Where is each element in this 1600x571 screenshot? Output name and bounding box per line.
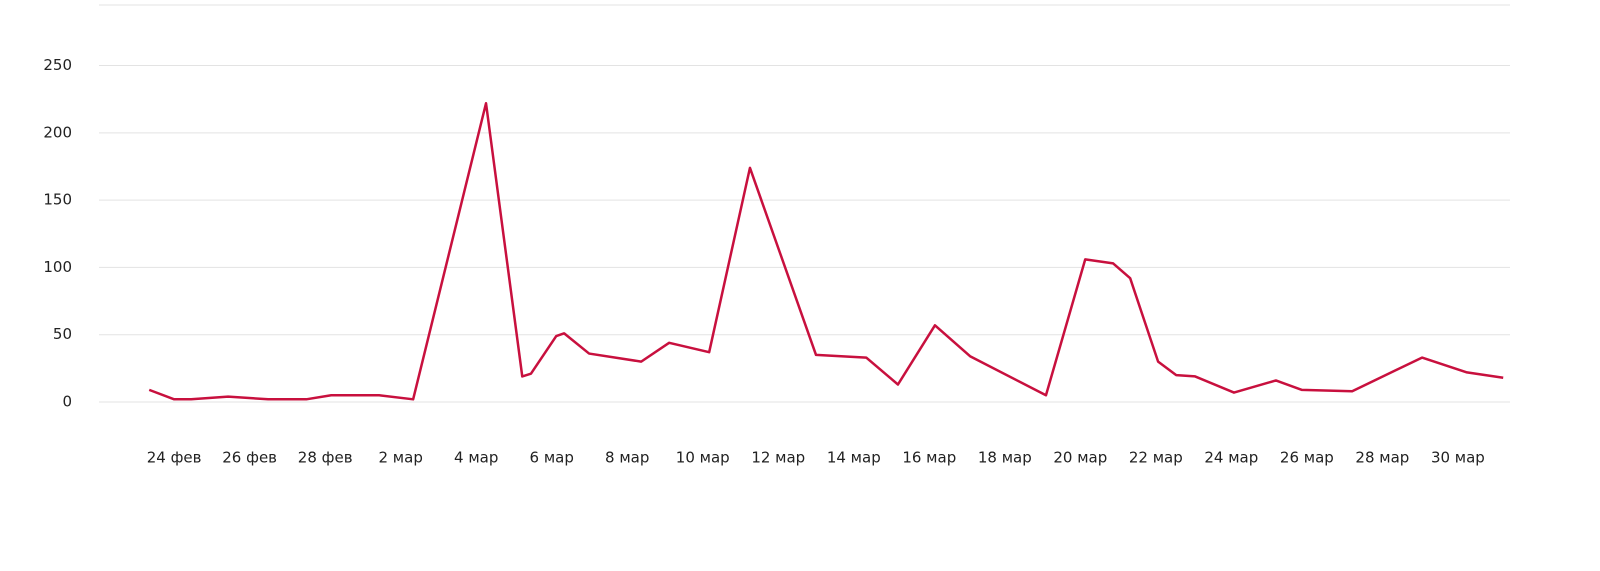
y-tick-label: 50 <box>53 325 72 343</box>
x-tick-label: 24 фев <box>147 449 202 467</box>
x-tick-label: 28 мар <box>1355 449 1409 467</box>
y-tick-label: 200 <box>43 123 72 141</box>
x-tick-label: 24 мар <box>1204 449 1258 467</box>
y-tick-label: 0 <box>62 393 72 411</box>
x-tick-label: 20 мар <box>1053 449 1107 467</box>
x-tick-label: 22 мар <box>1129 449 1183 467</box>
x-tick-label: 6 мар <box>530 449 574 467</box>
x-tick-label: 8 мар <box>605 449 649 467</box>
x-tick-label: 16 мар <box>902 449 956 467</box>
x-tick-label: 14 мар <box>827 449 881 467</box>
x-tick-label: 10 мар <box>676 449 730 467</box>
y-tick-label: 150 <box>43 191 72 209</box>
x-tick-label: 30 мар <box>1431 449 1485 467</box>
x-tick-label: 18 мар <box>978 449 1032 467</box>
x-tick-label: 28 фев <box>298 449 353 467</box>
x-tick-label: 26 мар <box>1280 449 1334 467</box>
y-tick-label: 250 <box>43 56 72 74</box>
y-tick-label: 100 <box>43 258 72 276</box>
x-tick-label: 26 фев <box>222 449 277 467</box>
x-tick-label: 2 мар <box>379 449 423 467</box>
data-line <box>148 101 1504 401</box>
x-tick-label: 12 мар <box>751 449 805 467</box>
x-tick-label: 4 мар <box>454 449 498 467</box>
